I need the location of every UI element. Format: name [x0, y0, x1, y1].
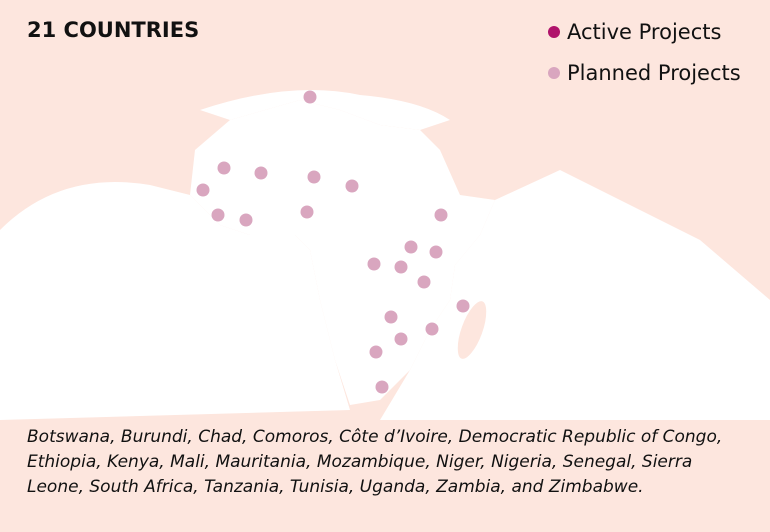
planned-project-dot — [434, 208, 448, 222]
planned-project-dot — [345, 179, 359, 193]
legend-swatch — [548, 67, 560, 79]
country-list: Botswana, Burundi, Chad, Comoros, Côte d… — [27, 427, 723, 497]
planned-project-dot — [417, 275, 431, 289]
madagascar — [454, 298, 490, 362]
planned-project-dot — [307, 170, 321, 184]
legend-label: Active Projects — [567, 20, 722, 44]
planned-project-dot — [369, 345, 383, 359]
planned-project-dot — [394, 260, 408, 274]
sea — [380, 170, 770, 420]
planned-project-dot — [239, 213, 253, 227]
legend-item: Planned Projects — [548, 61, 741, 85]
planned-project-dot — [300, 205, 314, 219]
planned-project-dot — [425, 322, 439, 336]
project-dots — [196, 90, 470, 394]
planned-project-dot — [367, 257, 381, 271]
legend-item: Active Projects — [548, 20, 721, 44]
planned-project-dot — [211, 208, 225, 222]
planned-project-dot — [254, 166, 268, 180]
legend-swatch — [548, 26, 560, 38]
planned-project-dot — [404, 240, 418, 254]
planned-project-dot — [384, 310, 398, 324]
legend-label: Planned Projects — [567, 61, 741, 85]
planned-project-dot — [375, 380, 389, 394]
planned-project-dot — [429, 245, 443, 259]
title: 21 COUNTRIES — [27, 18, 200, 42]
planned-project-dot — [217, 161, 231, 175]
planned-project-dot — [456, 299, 470, 313]
planned-project-dot — [303, 90, 317, 104]
planned-project-dot — [394, 332, 408, 346]
sea — [0, 182, 350, 420]
planned-project-dot — [196, 183, 210, 197]
mediterranean — [200, 90, 450, 130]
